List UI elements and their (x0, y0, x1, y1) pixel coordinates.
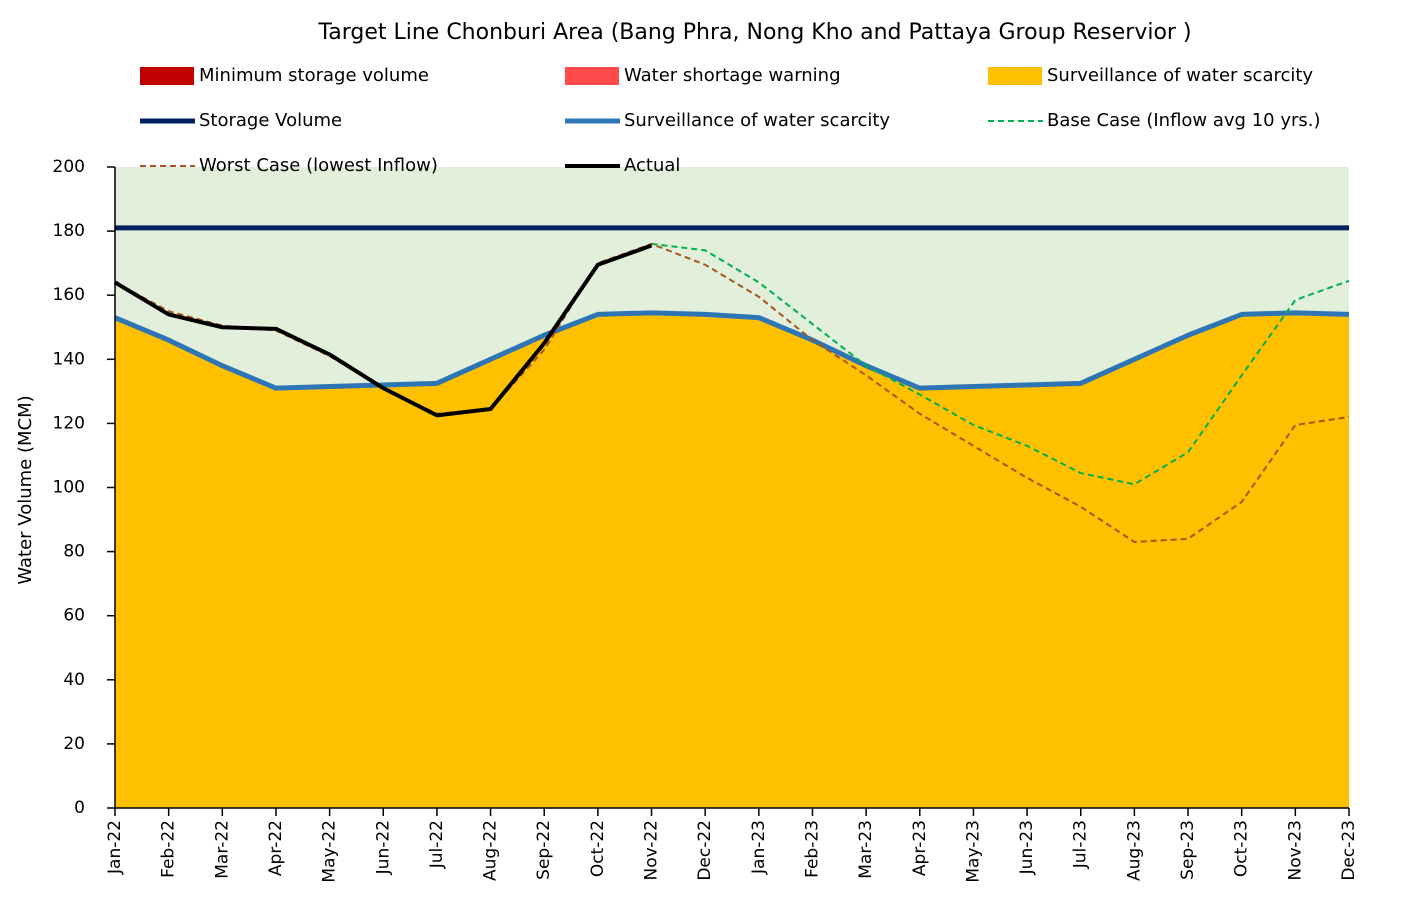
x-tick-label: Dec-22 (695, 820, 715, 881)
x-tick-label: Jan-22 (105, 820, 125, 875)
x-tick-label: Nov-22 (642, 820, 662, 881)
line (114, 310, 1350, 391)
x-tick-label: Sep-23 (1178, 820, 1198, 880)
y-tick-label: 20 (63, 734, 85, 754)
x-tick-label: May-23 (963, 820, 983, 883)
legend-label: Storage Volume (199, 110, 342, 131)
x-tick-label: Sep-22 (534, 820, 554, 880)
x-tick-label: Dec-23 (1339, 820, 1359, 881)
y-tick-label: 200 (53, 157, 85, 177)
legend-label: Surveillance of water scarcity (624, 110, 890, 131)
x-tick-label: Oct-22 (588, 820, 608, 877)
y-axis-label: Water Volume (MCM) (15, 395, 36, 584)
x-tick-label: May-22 (320, 820, 340, 883)
legend-label: Worst Case (lowest Inflow) (199, 155, 438, 176)
legend-label: Minimum storage volume (199, 65, 429, 86)
line (651, 242, 1350, 486)
line (114, 242, 1350, 543)
x-tick-label: Nov-23 (1285, 820, 1305, 881)
x-tick-label: Aug-22 (481, 820, 501, 881)
y-tick-label: 100 (53, 478, 85, 498)
x-tick-label: Feb-23 (802, 820, 822, 878)
x-tick-label: Oct-23 (1232, 820, 1252, 877)
legend-swatch (140, 67, 194, 85)
legend-label: Base Case (Inflow avg 10 yrs.) (1047, 110, 1321, 131)
legend-swatch (565, 67, 619, 85)
y-tick-label: 180 (53, 221, 85, 241)
x-tick-label: Apr-22 (266, 820, 286, 876)
x-tick-label: Jul-23 (1071, 820, 1091, 869)
x-tick-label: Jun-23 (1017, 820, 1037, 875)
chart-title: Target Line Chonburi Area (Bang Phra, No… (317, 20, 1191, 45)
x-tick-label: Mar-23 (856, 820, 876, 879)
line (113, 243, 653, 418)
x-tick-label: Jan-23 (749, 820, 769, 875)
y-tick-label: 120 (53, 413, 85, 433)
y-tick-label: 140 (53, 349, 85, 369)
y-tick-label: 60 (63, 606, 85, 626)
x-tick-label: Mar-22 (212, 820, 232, 879)
x-tick-label: Apr-23 (910, 820, 930, 876)
legend-swatch (988, 67, 1042, 85)
y-tick-label: 40 (63, 670, 85, 690)
legend-label: Surveillance of water scarcity (1047, 65, 1313, 86)
x-tick-label: Jun-22 (373, 820, 393, 875)
legend-label: Water shortage warning (624, 65, 841, 86)
legend-label: Actual (624, 155, 680, 176)
y-tick-label: 160 (53, 285, 85, 305)
y-tick-label: 0 (74, 798, 85, 818)
x-tick-label: Jul-22 (427, 820, 447, 869)
y-tick-label: 80 (63, 542, 85, 562)
x-tick-label: Feb-22 (159, 820, 179, 878)
x-tick-label: Aug-23 (1124, 820, 1144, 881)
area (115, 312, 1349, 808)
